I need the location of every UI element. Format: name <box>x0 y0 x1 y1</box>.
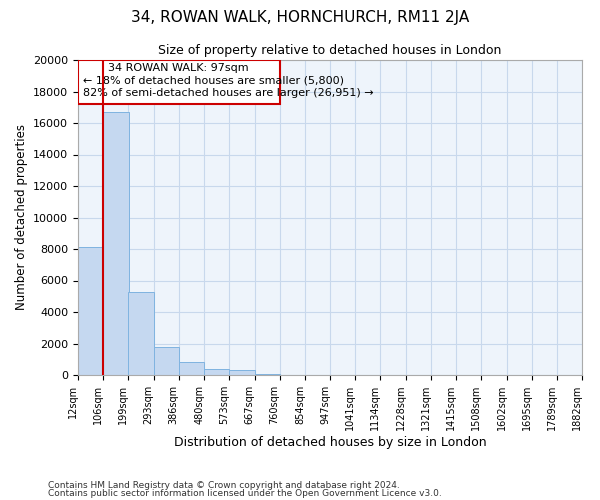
X-axis label: Distribution of detached houses by size in London: Distribution of detached houses by size … <box>173 436 487 449</box>
Text: ← 18% of detached houses are smaller (5,800): ← 18% of detached houses are smaller (5,… <box>83 76 344 86</box>
Text: 82% of semi-detached houses are larger (26,951) →: 82% of semi-detached houses are larger (… <box>83 88 374 99</box>
Bar <box>204 370 229 375</box>
Text: 34 ROWAN WALK: 97sqm: 34 ROWAN WALK: 97sqm <box>109 63 249 73</box>
Y-axis label: Number of detached properties: Number of detached properties <box>14 124 28 310</box>
Bar <box>229 370 254 375</box>
Text: 34, ROWAN WALK, HORNCHURCH, RM11 2JA: 34, ROWAN WALK, HORNCHURCH, RM11 2JA <box>131 10 469 25</box>
Bar <box>78 60 280 104</box>
Bar <box>254 374 280 375</box>
Text: Contains HM Land Registry data © Crown copyright and database right 2024.: Contains HM Land Registry data © Crown c… <box>48 481 400 490</box>
Bar <box>103 112 128 375</box>
Text: Contains public sector information licensed under the Open Government Licence v3: Contains public sector information licen… <box>48 488 442 498</box>
Title: Size of property relative to detached houses in London: Size of property relative to detached ho… <box>158 44 502 58</box>
Bar <box>154 346 179 375</box>
Bar <box>78 248 103 375</box>
Bar <box>179 362 204 375</box>
Bar <box>128 292 154 375</box>
